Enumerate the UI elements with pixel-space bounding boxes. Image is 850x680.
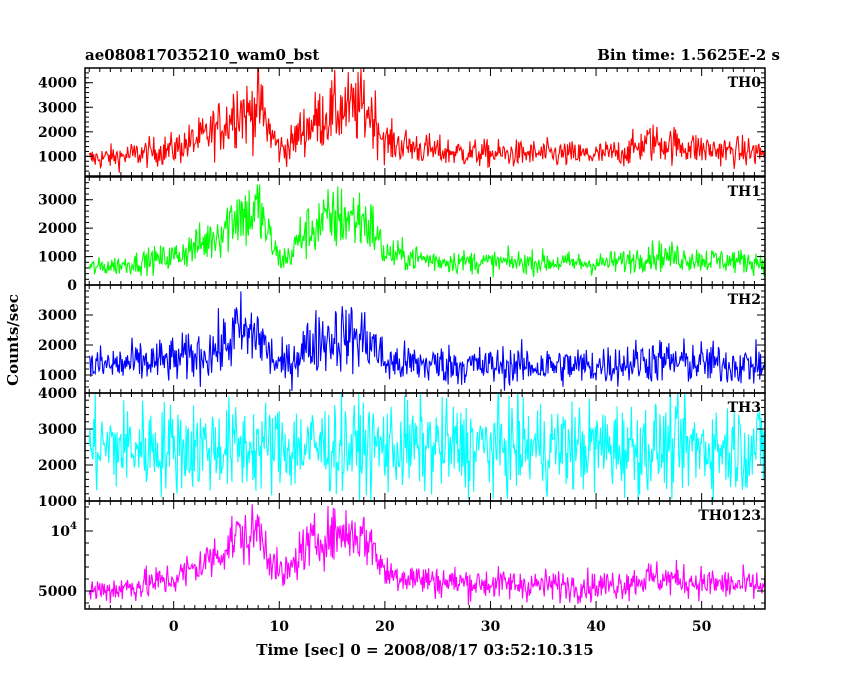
panel-th2: 1000 2000 3000 TH2 [38,284,766,394]
series-th2-line [88,291,765,392]
panel-th1: 0 1000 2000 3000 TH1 [38,176,766,294]
x-tick-label: 10 [270,619,290,635]
panel-frame [84,176,766,286]
y-tick-label: 3000 [38,100,77,116]
y-tick-label: 1000 [38,250,77,266]
y-tick-label: 2000 [38,221,77,237]
y-axis-label: Counts/sec [4,294,22,386]
series-th1-line [88,184,765,278]
y-tick-label: 3000 [38,193,77,209]
y-tick-label: 2000 [38,458,77,474]
series-th3-line [88,393,765,501]
y-tick-label: 4000 [38,76,77,92]
panel-label-th0123: TH0123 [698,508,761,524]
y-tick-label: 2000 [38,338,77,354]
y-tick-label: 4000 [38,386,77,402]
panels: 1000 2000 3000 4000 TH0 0 1000 2000 3000 TH1 1000 2… [38,67,766,635]
panel-label-th3: TH3 [728,400,761,416]
series-th0123-line [88,504,765,605]
x-tick-label: 40 [586,619,606,635]
panel-label-th1: TH1 [728,184,761,200]
panel-th3: 1000 2000 3000 4000 TH3 [38,386,766,510]
x-tick-label: 30 [481,619,501,635]
panel-frame [84,500,766,610]
chart-subtitle: Bin time: 1.5625E-2 s [597,46,780,64]
chart-title: ae080817035210_wam0_bst [85,46,319,64]
y-tick-label: 1000 [38,494,77,510]
panel-frame [84,67,766,177]
panel-label-th2: TH2 [728,292,761,308]
y-tick-label: 2000 [38,125,77,141]
panel-th0: 1000 2000 3000 4000 TH0 [38,67,766,177]
series-th0-line [88,68,765,173]
y-tick-label: 1000 [38,149,77,165]
y-tick-label: 3000 [38,422,77,438]
x-tick-label: 20 [375,619,395,635]
panel-th0123: 5000 104 TH0123 [38,500,766,610]
y-tick-label: 3000 [38,308,77,324]
panel-label-th0: TH0 [728,75,762,91]
x-tick-label: 0 [169,619,179,635]
y-tick-label: 5000 [38,584,77,600]
y-tick-label: 104 [51,521,77,540]
y-tick-label: 0 [67,278,77,294]
x-axis-label: Time [sec] 0 = 2008/08/17 03:52:10.315 [256,641,593,659]
x-tick-label: 50 [692,619,712,635]
y-tick-label: 1000 [38,368,77,384]
